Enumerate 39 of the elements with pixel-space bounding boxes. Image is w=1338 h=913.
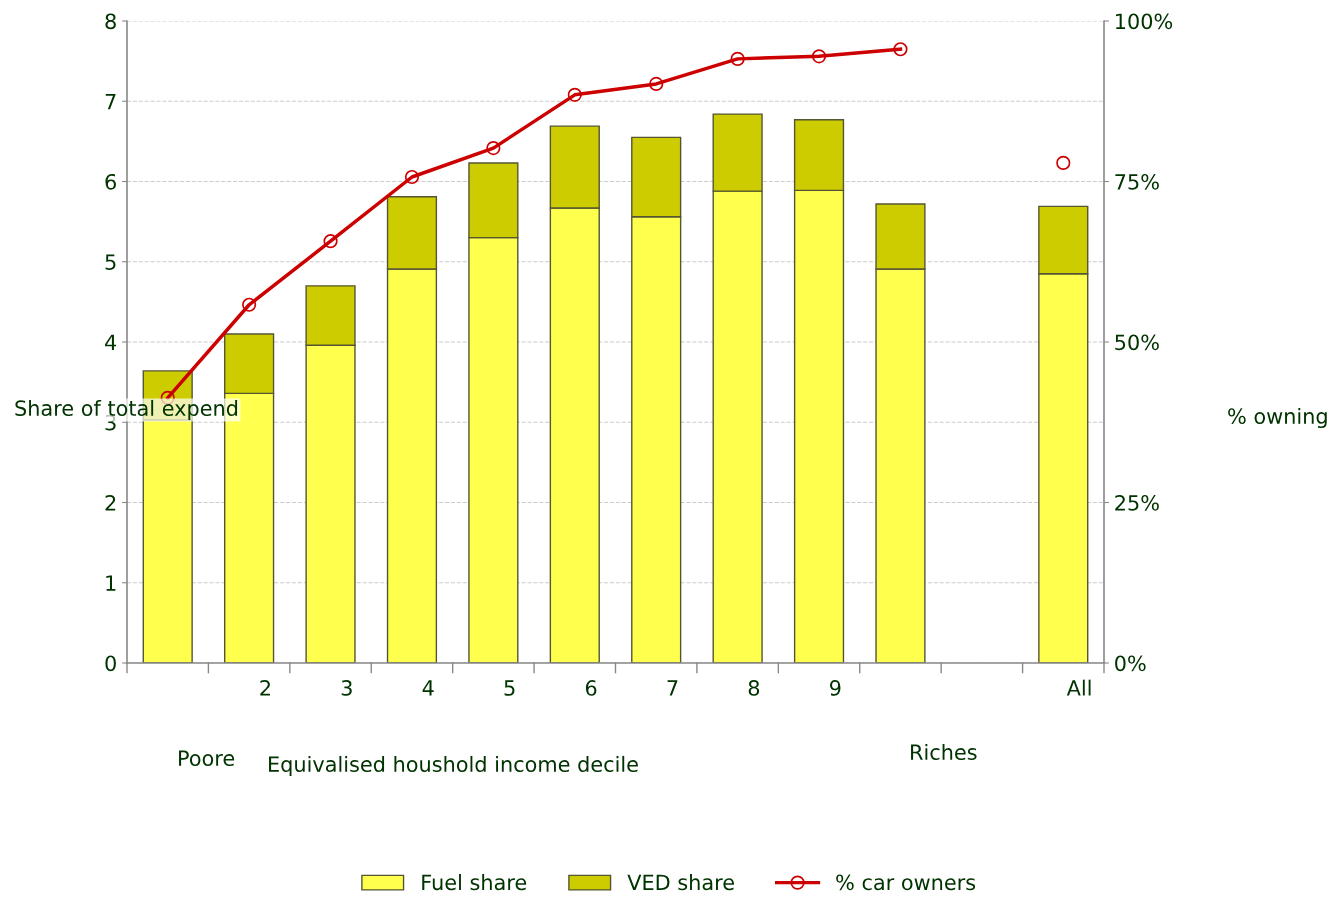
text: Riches (911, 743, 977, 761)
point (242, 297, 257, 312)
x-tick-label: 4 (422, 680, 434, 696)
x-tick-label: 9 (830, 680, 841, 696)
point (404, 169, 420, 185)
y-tick-label: 4 (105, 334, 117, 350)
point (486, 141, 501, 156)
x-tick-label: All (1066, 679, 1091, 696)
point (649, 76, 664, 92)
point (1056, 155, 1071, 170)
legend-label: Fuel share (422, 874, 527, 891)
y-tick-label: 1 (106, 575, 116, 591)
x-tick-label: 3 (341, 680, 352, 696)
x-tick-label: 5 (504, 680, 515, 696)
text: Poore (179, 750, 235, 767)
legend-label: VED share (627, 874, 734, 891)
point (567, 87, 582, 102)
point (730, 51, 745, 66)
legend-label: % car owners (836, 874, 976, 891)
y2-tick-label: 100% (1116, 13, 1173, 30)
y-tick-label: 0 (105, 655, 116, 672)
y-tick-label: 6 (105, 173, 116, 190)
x-tick-label: 2 (260, 680, 270, 696)
y2-tick-label: 25% (1115, 494, 1159, 511)
y2-tick-label: 0% (1115, 655, 1146, 672)
x-tick-label: 8 (748, 680, 760, 696)
y-tick-label: 8 (105, 13, 116, 30)
y-tick-label: 5 (105, 254, 116, 270)
point (893, 42, 908, 57)
y-tick-label: 2 (105, 494, 116, 511)
x-tick-label: 6 (585, 680, 597, 696)
y2-tick-label: 75% (1115, 173, 1159, 190)
x-axis-title: Equivalised houshold income decile (269, 755, 638, 777)
y2-axis-title: % owning (1228, 407, 1327, 429)
y-tick-label: 7 (105, 93, 116, 110)
x-tick-label: 7 (667, 680, 678, 696)
y2-tick-label: 50% (1115, 334, 1159, 351)
point (811, 49, 827, 64)
point (323, 234, 338, 249)
